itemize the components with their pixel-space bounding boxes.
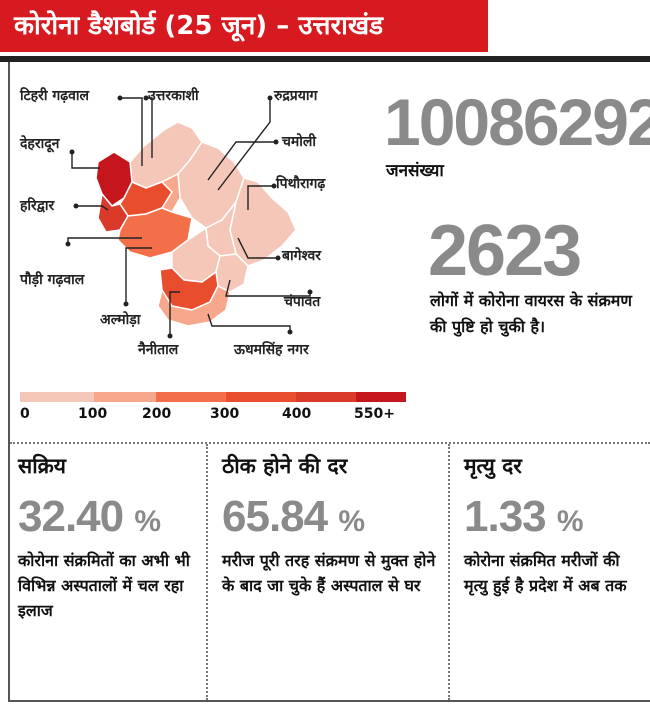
map-label-almora: अल्मोड़ा [100, 312, 141, 328]
population-label: जनसंख्या [386, 161, 444, 181]
legend-label: 300 [210, 406, 240, 422]
map-legend: 0 100 200 300 400 550+ [20, 392, 430, 432]
stat-title: मृत्यु दर [464, 454, 522, 478]
district-map-graphic [65, 95, 313, 339]
frame-bottom-border [8, 700, 650, 702]
frame-left-border [8, 62, 10, 702]
confirmed-cases-text: लोगों में कोरोना वायरस के संक्रमण की पुष… [430, 291, 632, 336]
legend-label: 100 [78, 406, 108, 422]
map-label-pauri: पौड़ी गढ़वाल [20, 272, 85, 288]
map-label-uttarkashi: उत्तरकाशी [148, 88, 199, 104]
stat-description: कोरोना संक्रमितों का अभी भी विभिन्न अस्प… [18, 551, 190, 620]
uttarakhand-map: टिहरी गढ़वाल उत्तरकाशी रुद्रप्रयाग देहरा… [12, 70, 372, 400]
legend-swatch [226, 392, 296, 402]
district-usnagar [157, 285, 231, 327]
confirmed-cases-value: 2623 [428, 211, 582, 291]
legend-swatch [94, 392, 156, 402]
header-banner: कोरोना डैशबोर्ड (25 जून) – उत्तराखंड [0, 0, 488, 52]
stat-description: मरीज पूरी तरह संक्रमण से मुक्त होने के ब… [222, 551, 436, 595]
stat-value: 32.40 % [18, 492, 161, 541]
stat-value: 65.84 % [222, 492, 365, 541]
stat-title: सक्रिय [18, 454, 66, 478]
column-divider [448, 444, 450, 700]
stat-value: 1.33 % [464, 492, 584, 541]
map-label-tehri: टिहरी गढ़वाल [20, 88, 90, 104]
stat-death-rate: मृत्यु दर 1.33 % कोरोना संक्रमित मरीजों … [464, 452, 640, 598]
legend-label: 550+ [354, 406, 395, 422]
section-divider [10, 442, 650, 444]
map-label-rudraprayag: रुद्रप्रयाग [274, 88, 318, 104]
legend-swatch [20, 392, 94, 402]
legend-swatch [296, 392, 356, 402]
stat-description: कोरोना संक्रमित मरीजों की मृत्यु हुई है … [464, 551, 627, 595]
legend-label: 200 [142, 406, 172, 422]
map-label-nainital: नैनीताल [138, 342, 179, 358]
population-value: 10086292 [384, 85, 650, 159]
map-label-dehradun: देहरादून [20, 136, 60, 152]
header-rule [0, 56, 650, 62]
map-label-usnagar: ऊधमसिंह नगर [234, 342, 309, 358]
legend-label: 400 [282, 406, 312, 422]
map-label-bageshwar: बागेश्वर [282, 248, 321, 264]
page-title: कोरोना डैशबोर्ड (25 जून) – उत्तराखंड [14, 11, 384, 41]
column-divider [206, 444, 208, 700]
stat-active: सक्रिय 32.40 % कोरोना संक्रमितों का अभी … [18, 452, 198, 623]
map-label-chamoli: चमोली [282, 134, 317, 150]
legend-label: 0 [20, 406, 30, 422]
stat-title: ठीक होने की दर [222, 454, 348, 478]
map-label-haridwar: हरिद्वार [20, 198, 55, 214]
stat-recovery-rate: ठीक होने की दर 65.84 % मरीज पूरी तरह संक… [222, 452, 438, 598]
map-label-champawat: चंपावत [284, 294, 321, 310]
legend-swatch [356, 392, 406, 402]
legend-swatch [156, 392, 226, 402]
map-label-pithoragarh: पिथौरागढ़ [276, 176, 326, 192]
